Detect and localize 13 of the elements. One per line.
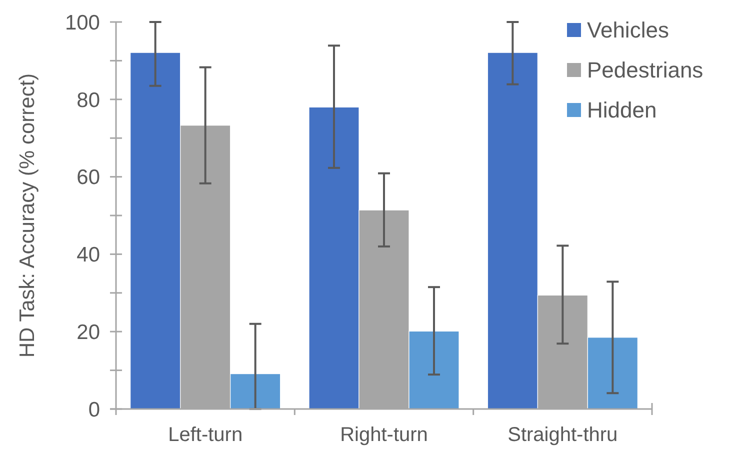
y-tick-label: 0 [88, 398, 100, 422]
y-tick-label: 100 [64, 11, 100, 34]
x-tick-label: Right-turn [340, 424, 428, 446]
legend-label: Hidden [587, 98, 657, 123]
y-axis-title: HD Task: Accuracy (% correct) [16, 73, 39, 358]
y-tick-label: 40 [76, 244, 100, 267]
y-tick-label: 80 [76, 88, 100, 112]
x-tick-label: Straight-thru [508, 424, 618, 446]
legend-label: Pedestrians [587, 58, 704, 83]
x-tick-label: Left-turn [168, 424, 243, 446]
legend-label: Vehicles [587, 18, 669, 43]
y-tick-label: 20 [76, 320, 100, 344]
y-tick-label: 60 [76, 166, 100, 190]
